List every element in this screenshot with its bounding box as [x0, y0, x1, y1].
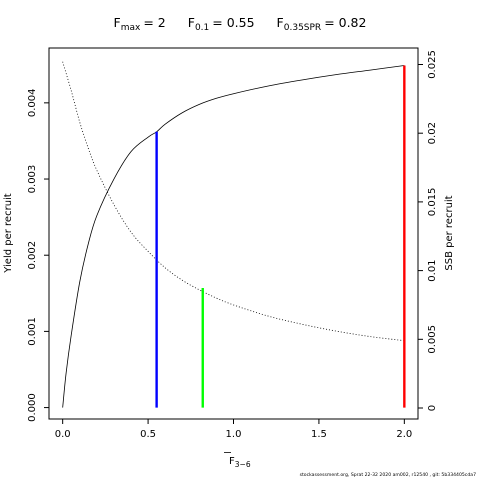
title-f01-sub: 0.1 — [195, 23, 209, 33]
y-axis-right-label: SSB per recruit — [444, 195, 455, 270]
x-axis-label-main: F — [229, 456, 235, 467]
y-right-tick-label-5: 0.025 — [427, 50, 438, 79]
y-right-tick-label-3: 0.015 — [427, 188, 438, 217]
y-right-tick-label-4: 0.02 — [427, 122, 438, 144]
title-f01-label: F — [188, 15, 195, 30]
y-left-tick-label-0: 0.000 — [27, 393, 38, 422]
x-tick-label-0: 0.0 — [55, 429, 71, 440]
y-left-tick-label-1: 0.001 — [27, 317, 38, 346]
ssb-per-recruit-curve — [62, 61, 405, 342]
y-right-tick-label-1: 0.005 — [427, 325, 438, 354]
x-tick-label-2: 1.0 — [226, 429, 242, 440]
x-axis: 0.0 0.5 1.0 1.5 2.0 — [55, 419, 412, 440]
x-tick-label-1: 0.5 — [140, 429, 156, 440]
reference-lines — [155, 65, 406, 408]
y-right-tick-label-0: 0 — [427, 405, 438, 411]
x-tick-label-3: 1.5 — [311, 429, 327, 440]
y-right-tick-label-2: 0.01 — [427, 259, 438, 281]
y-axis-left-label: Yield per recruit — [3, 193, 14, 274]
chart-title: Fmax = 2 F0.1 = 0.55 F0.35SPR = 0.82 — [114, 15, 367, 33]
y-left-tick-label-2: 0.002 — [27, 241, 38, 270]
y-left-tick-label-3: 0.003 — [27, 165, 38, 194]
y-axis-left: 0.000 0.001 0.002 0.003 0.004 — [27, 89, 49, 422]
title-fspr-value: = 0.82 — [324, 15, 366, 30]
x-axis-label: F3−6 — [229, 456, 251, 469]
x-axis-label-sub: 3−6 — [235, 460, 251, 469]
y-left-tick-label-4: 0.004 — [27, 89, 38, 118]
title-fspr-sub: 0.35SPR — [284, 23, 321, 33]
title-f01-value: = 0.55 — [212, 15, 254, 30]
title-fmax-sub: max — [121, 23, 141, 33]
y-axis-right: 0 0.005 0.01 0.015 0.02 0.025 — [418, 50, 438, 411]
title-fmax-label: F — [114, 15, 121, 30]
title-fmax-value: = 2 — [143, 15, 165, 30]
title-fspr-label: F — [277, 15, 284, 30]
footer-credit: stockassessment.org, Sprat 22-32 2020 am… — [299, 473, 476, 478]
yield-per-recruit-curve — [62, 65, 405, 408]
x-tick-label-4: 2.0 — [396, 429, 412, 440]
series-layer — [62, 61, 405, 408]
plot-frame — [48, 47, 419, 420]
